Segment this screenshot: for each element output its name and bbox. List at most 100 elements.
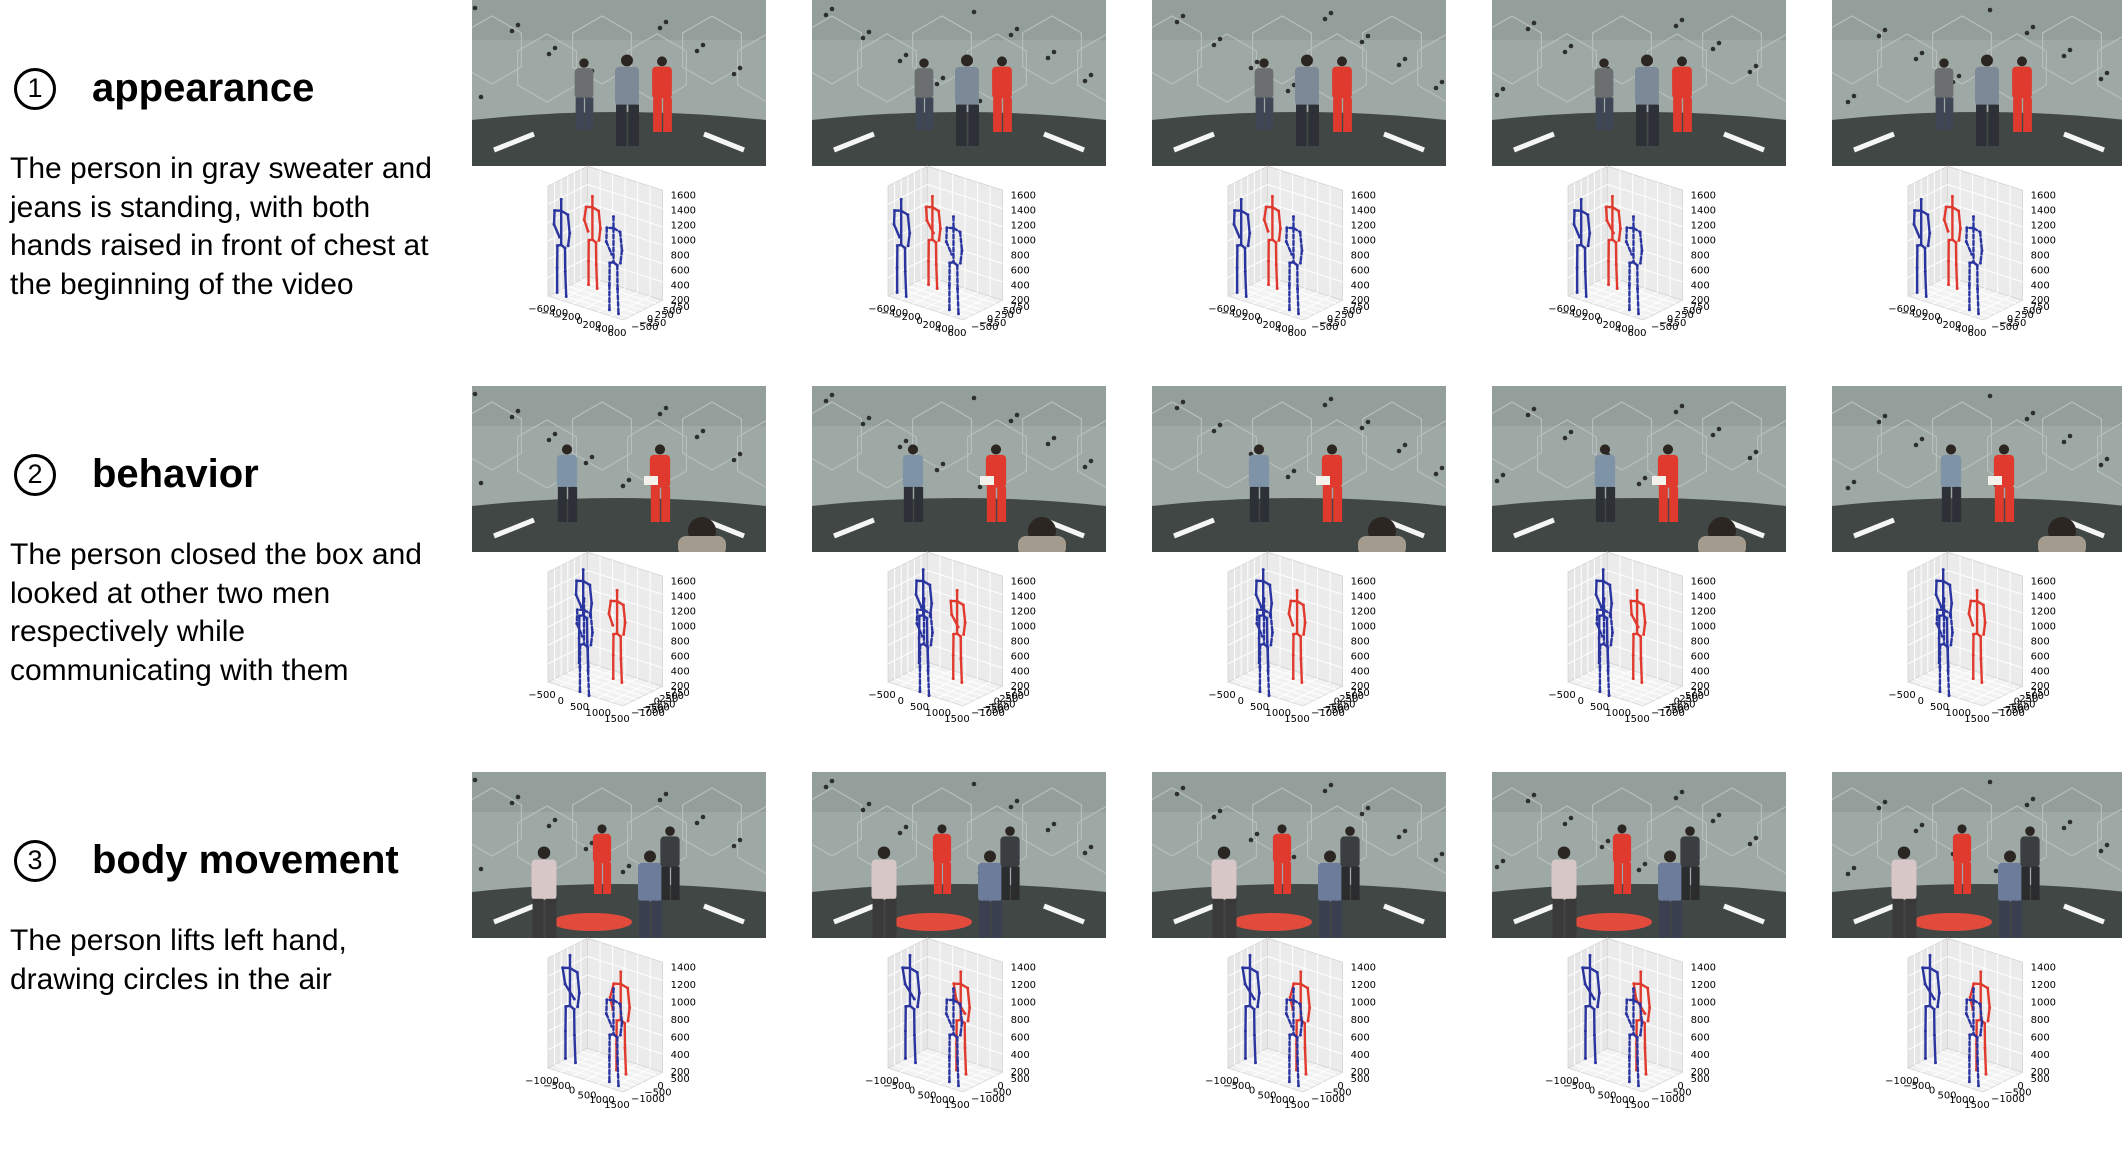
z-tick-label: 1000 [1011, 621, 1036, 632]
z-tick-label: 600 [1691, 651, 1710, 662]
skeleton-blue-front [1255, 597, 1274, 698]
target-person-red [1672, 56, 1692, 132]
x-tick-label: −200 [893, 312, 920, 323]
person-left [1594, 444, 1616, 522]
y-tick-label: 0 [1337, 1081, 1343, 1092]
skeleton-blue-left [552, 197, 572, 298]
z-tick-label: 1200 [1011, 607, 1036, 618]
y-tick-label: 0 [657, 1081, 663, 1092]
row-description: The person in gray sweater and jeans is … [10, 152, 432, 301]
video-frame [1832, 386, 2122, 552]
z-tick-label: 200 [1691, 295, 1710, 306]
video-frame-image [1492, 386, 1786, 552]
skeleton-blue-left [901, 953, 921, 1065]
row-heading-text: appearance [92, 66, 315, 110]
z-tick-label: 800 [671, 1015, 690, 1026]
person-left [1940, 444, 1962, 522]
z-tick-label: 1200 [2031, 607, 2056, 618]
y-tick-label: −500 [2002, 702, 2029, 713]
z-tick-label: 400 [1691, 1050, 1710, 1061]
x-tick-label: −1000 [1545, 1076, 1579, 1087]
person-center [1295, 54, 1319, 146]
x-tick-label: −600 [868, 304, 895, 315]
x-tick-label: 500 [1257, 1090, 1276, 1101]
x-tick-label: 200 [922, 320, 941, 331]
x-tick-label: 1000 [1266, 708, 1291, 719]
z-tick-label: 600 [1691, 1032, 1710, 1043]
video-frame-image [812, 0, 1106, 166]
y-tick-label: 500 [665, 691, 684, 702]
y-tick-label: 0 [2007, 314, 2013, 325]
y-tick-label: 750 [1351, 302, 1370, 313]
x-tick-label: 400 [935, 324, 954, 335]
frame-column: −600 −400 −200 0 200 400 600 750 500 250 0 −250 −500… [812, 0, 1106, 386]
row-number: 3 [14, 839, 56, 882]
x-tick-label: −400 [881, 308, 908, 319]
z-tick-label: 600 [2031, 651, 2050, 662]
video-frame [472, 0, 766, 166]
x-tick-label: −500 [528, 690, 555, 701]
x-tick-label: 600 [947, 328, 966, 339]
x-tick-label: −400 [1561, 308, 1588, 319]
skeleton-blue-right [604, 987, 624, 1088]
video-frame-image [812, 386, 1106, 552]
y-tick-label: −250 [1999, 318, 2026, 329]
y-tick-label: −250 [1319, 318, 1346, 329]
z-tick-label: 1400 [1011, 963, 1036, 974]
video-frame-image [1832, 772, 2122, 938]
row-description: The person closed the box and looked at … [10, 538, 422, 687]
y-tick-label: −750 [1997, 705, 2024, 716]
z-tick-label: 200 [1011, 1067, 1030, 1078]
z-tick-label: 600 [1691, 265, 1710, 276]
x-tick-label: 0 [1596, 316, 1602, 327]
pose-plot: −1000 −500 0 500 1000 1500 500 0 −500 −1000 1400 12… [830, 937, 1100, 1158]
y-tick-label: 0 [994, 697, 1000, 708]
x-tick-label: 0 [1929, 1086, 1935, 1097]
video-frame [1492, 772, 1786, 938]
z-tick-label: 400 [1351, 1050, 1370, 1061]
y-tick-label: 0 [654, 697, 660, 708]
skeleton-blue-right [1624, 215, 1644, 316]
z-tick-label: 200 [671, 295, 690, 306]
z-tick-label: 1400 [671, 206, 696, 217]
video-frame [812, 772, 1106, 938]
video-frame-image [1492, 0, 1786, 166]
x-tick-label: 400 [1955, 324, 1974, 335]
z-tick-label: 200 [671, 681, 690, 692]
y-tick-label: 250 [1679, 694, 1698, 705]
z-tick-label: 600 [1011, 1032, 1030, 1043]
y-tick-label: 500 [1345, 691, 1364, 702]
x-tick-label: 1500 [604, 1100, 629, 1111]
skeleton-blue-right [1964, 987, 1984, 1088]
frame-column: −600 −400 −200 0 200 400 600 750 500 250 0 −250 −500… [1152, 0, 1446, 386]
y-tick-label: 250 [1675, 310, 1694, 321]
x-tick-label: 1000 [1946, 708, 1971, 719]
z-tick-label: 800 [2031, 636, 2050, 647]
video-frame-image [472, 772, 766, 938]
video-frame-image [1152, 386, 1446, 552]
frame-column: −1000 −500 0 500 1000 1500 500 0 −500 −1000 1400 12… [1492, 772, 1786, 1158]
z-tick-label: 600 [1011, 265, 1030, 276]
x-tick-label: 0 [569, 1086, 575, 1097]
z-tick-label: 1400 [1691, 206, 1716, 217]
video-frame [812, 0, 1106, 166]
z-tick-label: 400 [1351, 666, 1370, 677]
x-tick-label: −200 [1913, 312, 1940, 323]
x-tick-label: 500 [917, 1090, 936, 1101]
y-tick-label: 0 [1674, 697, 1680, 708]
x-tick-label: 1500 [1964, 1100, 1989, 1111]
video-frame [1152, 772, 1446, 938]
z-tick-label: 1000 [671, 998, 696, 1009]
y-tick-label: 750 [1351, 688, 1370, 699]
video-frame [1832, 772, 2122, 938]
x-tick-label: −400 [541, 308, 568, 319]
x-tick-label: 500 [1590, 702, 1609, 713]
x-tick-label: −400 [1901, 308, 1928, 319]
z-tick-label: 1600 [1691, 577, 1716, 588]
person-front-plaid [1318, 850, 1342, 938]
y-tick-label: −500 [631, 322, 658, 333]
person-left [1254, 58, 1274, 130]
